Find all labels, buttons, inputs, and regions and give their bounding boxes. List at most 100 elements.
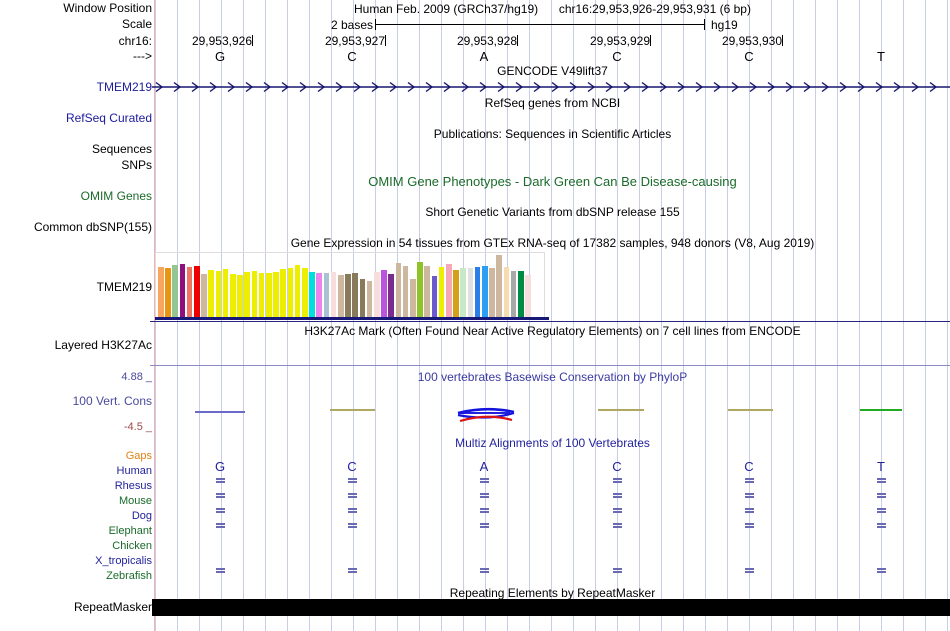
- gtex-bar[interactable]: [510, 271, 517, 317]
- track-canvas[interactable]: Human Feb. 2009 (GRCh37/hg19) chr16:29,9…: [150, 0, 950, 631]
- gtex-bar[interactable]: [165, 268, 171, 317]
- gtex-bar[interactable]: [424, 266, 430, 317]
- gtex-bar[interactable]: [273, 272, 279, 317]
- phylop-mark[interactable]: [598, 409, 644, 411]
- gtex-bar[interactable]: [417, 262, 423, 317]
- gtex-bar[interactable]: [186, 267, 193, 317]
- repeatmasker-bar[interactable]: [152, 599, 950, 616]
- gtex-bar[interactable]: [158, 267, 164, 317]
- gtex-bar[interactable]: [215, 271, 222, 317]
- track-title-gtex[interactable]: Gene Expression in 54 tissues from GTEx …: [290, 236, 815, 250]
- phylop-mark[interactable]: [195, 411, 245, 413]
- gtex-bar[interactable]: [266, 273, 272, 317]
- multiz-gap-dash: [348, 478, 357, 483]
- gtex-bar[interactable]: [374, 272, 380, 317]
- gtex-bar[interactable]: [518, 271, 524, 317]
- track-title-phylop[interactable]: 100 vertebrates Basewise Conservation by…: [417, 370, 688, 384]
- label-species-human: Human: [116, 465, 152, 477]
- strand-arrowhead: [569, 81, 578, 93]
- gtex-bar-chart[interactable]: [155, 252, 550, 317]
- label-gencode-gene[interactable]: TMEM219: [96, 80, 152, 94]
- gtex-bar[interactable]: [280, 269, 286, 317]
- strand-arrowhead: [785, 81, 794, 93]
- phylop-mark[interactable]: [330, 409, 375, 411]
- gtex-bar[interactable]: [309, 272, 315, 317]
- label-refseq-curated[interactable]: RefSeq Curated: [65, 111, 152, 125]
- gtex-bar[interactable]: [446, 264, 452, 317]
- gtex-bar[interactable]: [460, 268, 466, 317]
- gtex-bar[interactable]: [287, 268, 294, 317]
- gtex-bar[interactable]: [172, 265, 178, 317]
- gtex-bar[interactable]: [345, 274, 351, 317]
- gtex-bar[interactable]: [222, 269, 229, 317]
- ruler-tick: [385, 35, 386, 46]
- gtex-bar[interactable]: [251, 271, 258, 317]
- gtex-bar[interactable]: [359, 279, 366, 317]
- track-title-repeatmasker[interactable]: Repeating Elements by RepeatMasker: [449, 586, 656, 600]
- track-title-dbsnp[interactable]: Short Genetic Variants from dbSNP releas…: [425, 205, 680, 219]
- strand-arrowhead: [875, 81, 884, 93]
- gtex-bar[interactable]: [431, 276, 438, 317]
- gtex-bar[interactable]: [366, 281, 373, 317]
- gtex-bar[interactable]: [381, 270, 387, 317]
- track-title-refseq[interactable]: RefSeq genes from NCBI: [484, 96, 621, 110]
- label-species-rhesus: Rhesus: [114, 480, 152, 492]
- phylop-center-glyph[interactable]: [452, 401, 522, 427]
- gtex-bar[interactable]: [410, 279, 416, 317]
- gtex-bar[interactable]: [482, 266, 488, 317]
- gtex-bar[interactable]: [489, 268, 495, 317]
- gtex-bar[interactable]: [352, 273, 358, 317]
- gtex-bar[interactable]: [201, 274, 207, 317]
- gtex-bar[interactable]: [330, 272, 337, 317]
- gtex-bar[interactable]: [208, 270, 214, 317]
- gtex-bar[interactable]: [294, 265, 301, 317]
- gtex-bar[interactable]: [194, 266, 200, 317]
- track-title-multiz[interactable]: Multiz Alignments of 100 Vertebrates: [455, 436, 650, 450]
- gtex-bar[interactable]: [496, 255, 502, 317]
- phylop-mark[interactable]: [860, 409, 902, 411]
- strand-arrowhead: [641, 81, 650, 93]
- label-repeatmasker[interactable]: RepeatMasker: [73, 600, 152, 614]
- gtex-bar[interactable]: [302, 268, 308, 317]
- gtex-bar[interactable]: [179, 264, 186, 317]
- gtex-bar[interactable]: [388, 274, 394, 317]
- ruler-position-label: 29,953,930: [721, 34, 782, 48]
- strand-arrowhead: [929, 81, 938, 93]
- gene-strand-arrows[interactable]: [152, 80, 950, 94]
- gtex-bar[interactable]: [525, 275, 531, 317]
- phylop-conservation-marks[interactable]: [155, 395, 950, 430]
- track-title-publications[interactable]: Publications: Sequences in Scientific Ar…: [433, 127, 672, 141]
- phylop-mark[interactable]: [728, 409, 773, 411]
- gtex-bar[interactable]: [438, 267, 445, 317]
- gtex-bar[interactable]: [244, 272, 250, 317]
- sequence-base: C: [612, 49, 622, 64]
- label-common-dbsnp[interactable]: Common dbSNP(155): [33, 220, 152, 234]
- gtex-bar[interactable]: [258, 273, 265, 317]
- label-cons-track[interactable]: 100 Vert. Cons: [72, 394, 152, 408]
- gtex-bar[interactable]: [230, 274, 236, 317]
- track-title-h3k27ac[interactable]: H3K27Ac Mark (Often Found Near Active Re…: [304, 324, 801, 338]
- label-snps[interactable]: SNPs: [121, 158, 152, 172]
- gtex-bar[interactable]: [323, 273, 330, 317]
- label-cons-max: 4.88 _: [121, 371, 152, 383]
- gtex-bar[interactable]: [237, 275, 243, 317]
- gtex-bar[interactable]: [316, 273, 322, 317]
- gtex-bar[interactable]: [503, 267, 510, 317]
- gtex-bar[interactable]: [453, 270, 459, 317]
- multiz-human-base: C: [612, 459, 622, 474]
- label-sequences[interactable]: Sequences: [91, 142, 152, 156]
- label-layered-h3k27ac[interactable]: Layered H3K27Ac: [54, 338, 152, 352]
- gtex-bar[interactable]: [474, 267, 481, 317]
- gtex-bar[interactable]: [338, 275, 344, 317]
- track-title-gencode[interactable]: GENCODE V49lift37: [497, 64, 608, 78]
- label-omim-genes[interactable]: OMIM Genes: [80, 189, 152, 203]
- track-title-omim[interactable]: OMIM Gene Phenotypes - Dark Green Can Be…: [368, 174, 737, 189]
- multiz-gap-dash: [745, 568, 754, 573]
- gtex-bar[interactable]: [402, 266, 409, 317]
- strand-arrowhead: [353, 81, 362, 93]
- gtex-bar[interactable]: [467, 268, 474, 317]
- label-gtex-gene[interactable]: TMEM219: [96, 280, 152, 294]
- gtex-bar[interactable]: [395, 263, 402, 317]
